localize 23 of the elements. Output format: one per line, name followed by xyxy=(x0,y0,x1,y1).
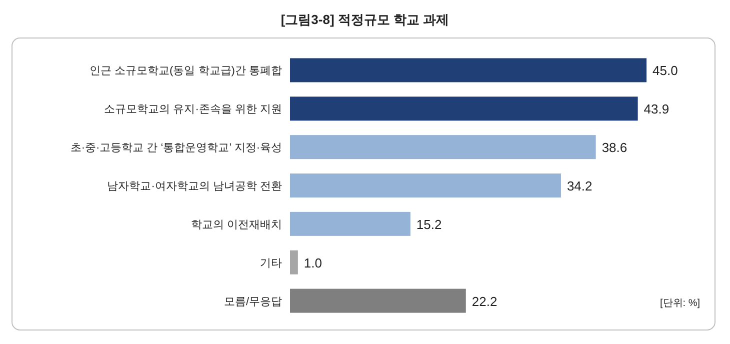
bar xyxy=(290,96,638,121)
data-label: 43.9 xyxy=(644,102,670,117)
y-tick-label: 남자학교·여자학교의 남녀공학 전환 xyxy=(107,180,282,192)
text: [단위: %] xyxy=(660,298,700,309)
bar xyxy=(290,288,466,313)
bar xyxy=(290,174,561,198)
bar xyxy=(290,135,596,160)
y-tick-label: 모름/무응답 xyxy=(224,296,282,308)
data-label: 34.2 xyxy=(566,178,592,194)
y-tick-label: 학교의 이전재배치 xyxy=(190,218,282,231)
chart-title: [그림3-8] 적정규모 학교 과제 xyxy=(280,12,450,27)
bar xyxy=(290,212,410,236)
y-tick-label: 소규모학교의 유지·존속을 위한 지원 xyxy=(104,104,282,116)
bar xyxy=(290,250,298,274)
y-tick-label: 인근 소규모학교(동일 학교급)간 통폐합 xyxy=(90,65,282,78)
data-label: 45.0 xyxy=(652,63,678,78)
bar xyxy=(290,58,647,82)
data-label: 1.0 xyxy=(304,255,322,270)
data-label: 22.2 xyxy=(472,294,498,309)
y-tick-label: 초·중·고등학교 간 ‘통합운영학교’ 지정·육성 xyxy=(70,142,282,154)
data-label: 15.2 xyxy=(416,216,442,232)
data-label: 38.6 xyxy=(602,140,628,156)
y-tick-label: 기타 xyxy=(260,257,282,270)
